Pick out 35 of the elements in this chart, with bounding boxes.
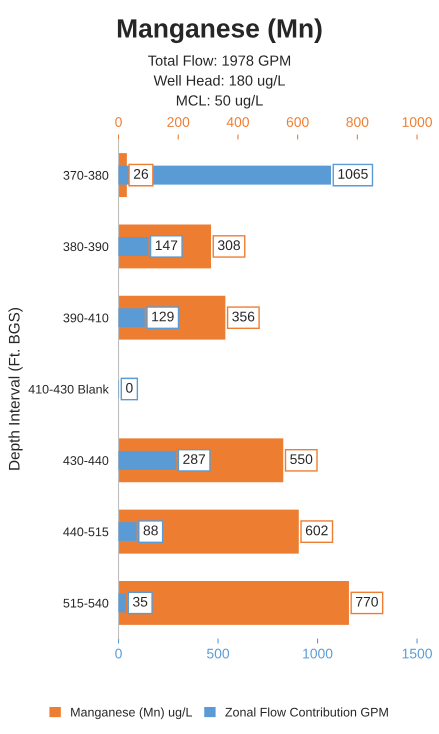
data-label: 0 (126, 382, 133, 393)
x2-tick-label: 600 (286, 117, 309, 127)
x2-tick-label: 0 (115, 117, 122, 127)
y-tick-label: 370-380 (63, 170, 108, 180)
y-axis-title: Depth Interval (Ft. BGS) (8, 308, 23, 470)
y-tick-label: 440-515 (63, 527, 108, 536)
x-tick-label: 0 (115, 648, 122, 659)
data-label: 287 (183, 454, 206, 464)
data-label: 550 (290, 454, 312, 464)
x2-tick-label: 800 (346, 117, 368, 127)
x-tick-label: 1500 (402, 648, 432, 659)
y-tick-label: 430-440 (63, 456, 108, 465)
legend-label: Manganese (Mn) ug/L (71, 707, 192, 720)
data-label: 26 (134, 169, 148, 179)
y-tick-label: 410-430 Blank (28, 384, 109, 394)
data-label: 88 (144, 526, 158, 536)
y-tick-label: 390-410 (63, 314, 108, 322)
y-tick-label: 380-390 (63, 242, 108, 252)
legend-label: Zonal Flow Contribution GPM (225, 707, 388, 717)
data-label: 770 (356, 596, 378, 607)
data-label: 129 (152, 312, 174, 322)
data-label: 147 (156, 240, 178, 250)
data-label: 35 (132, 596, 148, 607)
chart-subtitle: Total Flow: 1978 GPM Well Head: 180 ug/L MCL: 50 ug/L (148, 55, 290, 109)
x-tick-label: 1000 (303, 648, 332, 659)
data-label: 602 (306, 526, 328, 536)
x2-tick-label: 400 (226, 117, 249, 127)
data-label: 1065 (338, 169, 368, 179)
data-label: 308 (218, 240, 240, 250)
data-label: 356 (232, 312, 254, 322)
chart-title: Manganese (Mn) (118, 18, 322, 44)
y-tick-label: 515-540 (63, 598, 108, 608)
x2-tick-label: 200 (167, 117, 190, 127)
x-tick-label: 500 (207, 648, 230, 659)
x2-tick-label: 1000 (402, 117, 432, 127)
